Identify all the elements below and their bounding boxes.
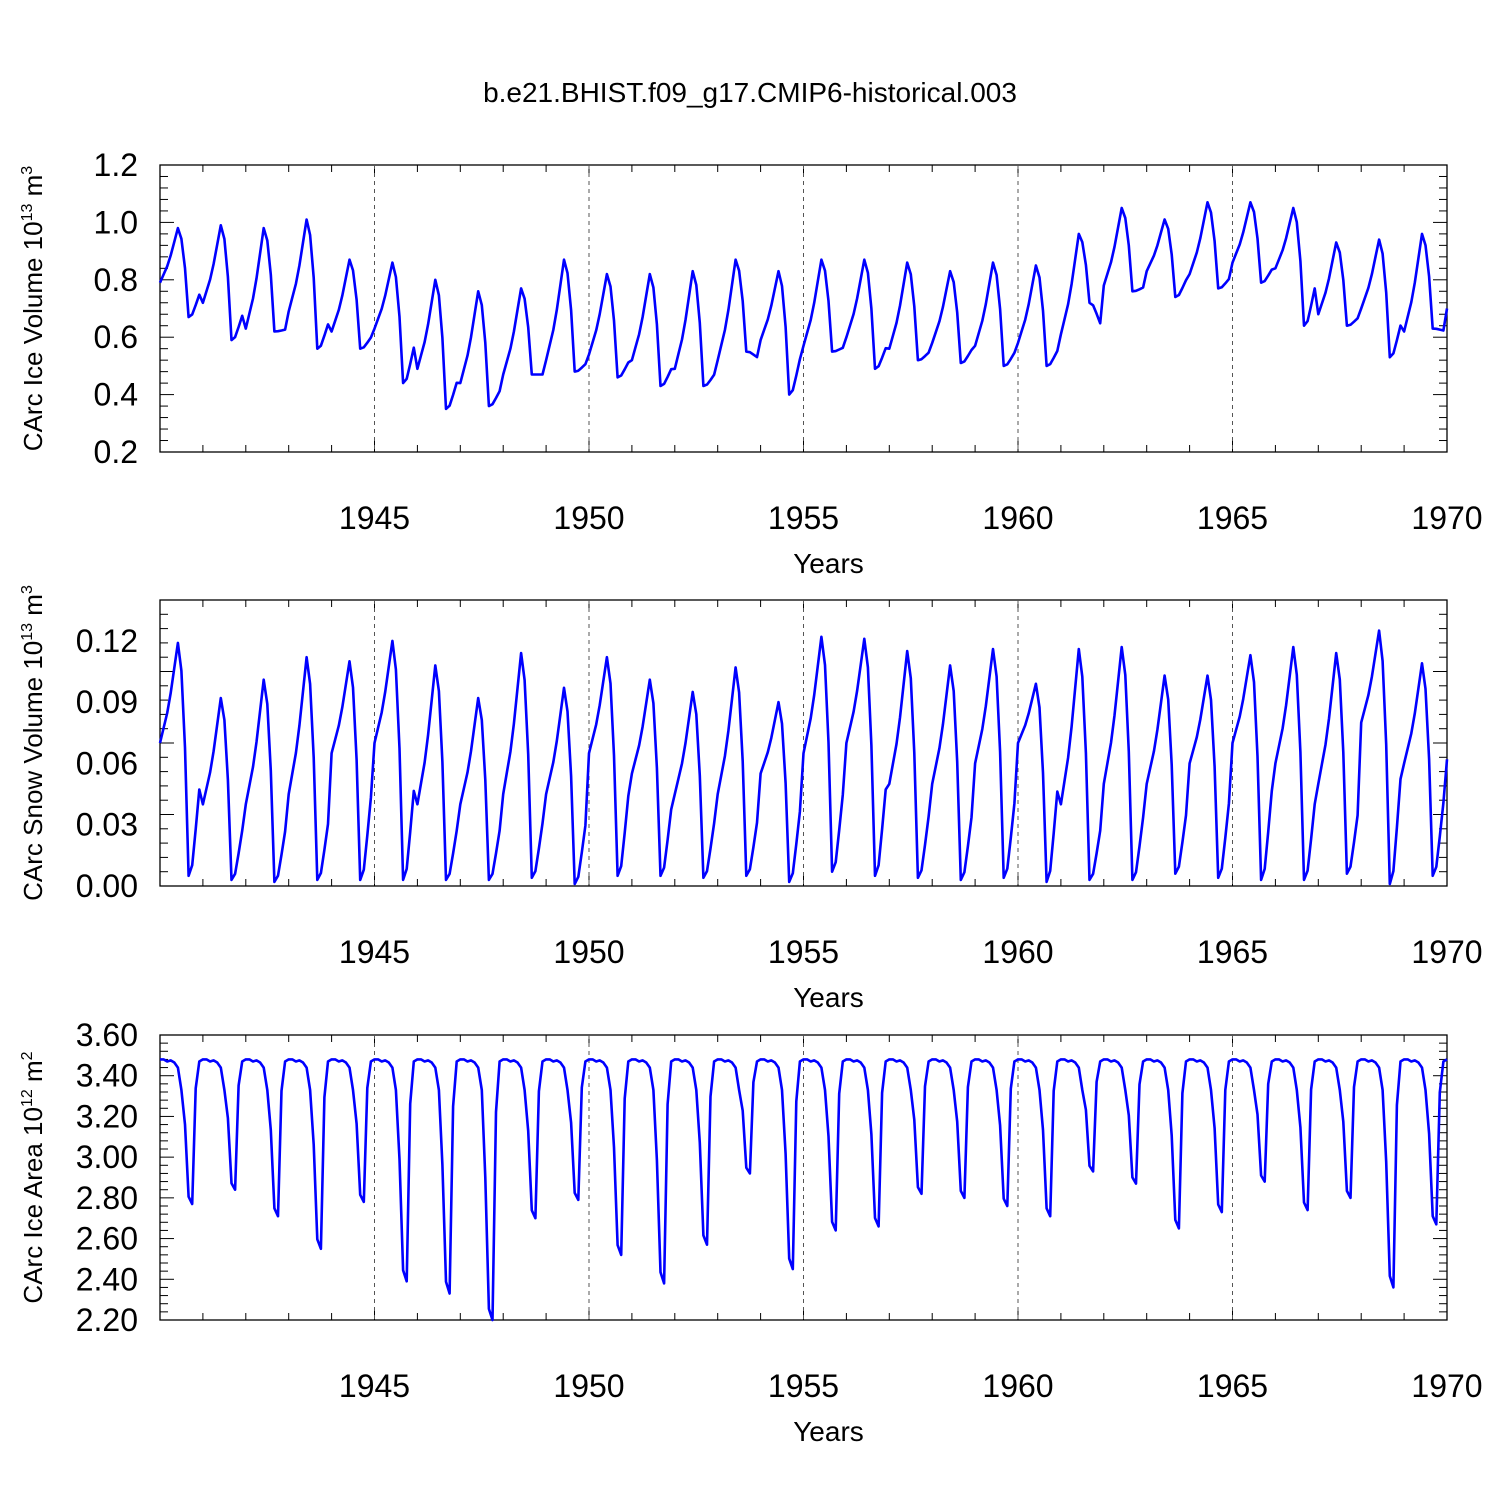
y-tick-label: 3.20 [76, 1098, 138, 1134]
x-tick-label: 1945 [339, 500, 410, 536]
ice-area-panel: 1945 1950 1955 1960 1965 1970 2.20 2.40 2.60 2.80… [18, 1017, 1483, 1447]
x-tick-label: 1970 [1411, 500, 1482, 536]
y-axis-label-unit-exponent: 2 [19, 1051, 36, 1060]
y-tick-label: 0.4 [94, 377, 138, 413]
y-axis-label: CArc Snow Volume 1013 m3 [18, 585, 48, 901]
ice-area-series-line [160, 1058, 1448, 1322]
x-tick-label: 1950 [553, 934, 624, 970]
x-tick-label: 1965 [1197, 1368, 1268, 1404]
y-tick-label: 0.03 [76, 807, 138, 843]
figure-title: b.e21.BHIST.f09_g17.CMIP6-historical.003 [483, 77, 1017, 108]
x-axis-label: Years [793, 982, 864, 1013]
x-tick-label: 1955 [768, 500, 839, 536]
ice-volume-panel: 1945 1950 1955 1960 1965 1970 0.2 0.4 0.6 0.8 1.0 1… [18, 147, 1483, 579]
y-tick-label: 0.06 [76, 745, 138, 781]
x-tick-label: 1955 [768, 1368, 839, 1404]
y-tick-label: 0.12 [76, 623, 138, 659]
snow-volume-series-line [158, 629, 1449, 886]
y-axis-label-unit: m [18, 594, 48, 623]
y-tick-label: 0.6 [94, 319, 138, 355]
x-tick-label: 1965 [1197, 934, 1268, 970]
y-tick-label: 2.40 [76, 1261, 138, 1297]
x-tick-label: 1970 [1411, 1368, 1482, 1404]
y-tick-label: 1.2 [94, 147, 138, 183]
snow-volume-panel: 1945 1950 1955 1960 1965 1970 0.00 0.03 0.06 0.09… [18, 585, 1483, 1013]
x-axis-label: Years [793, 1416, 864, 1447]
y-axis-label-unit-exponent: 3 [19, 585, 36, 594]
x-tick-label: 1970 [1411, 934, 1482, 970]
y-axis-label: CArc Ice Area 1012 m2 [18, 1051, 48, 1303]
y-axis-label-exponent: 13 [19, 204, 36, 222]
x-tick-label: 1965 [1197, 500, 1268, 536]
y-axis-label-exponent: 13 [19, 623, 36, 641]
x-tick-label: 1945 [339, 1368, 410, 1404]
x-axis-label: Years [793, 548, 864, 579]
y-tick-label: 0.00 [76, 868, 138, 904]
x-tick-label: 1960 [982, 500, 1053, 536]
x-tick-label: 1955 [768, 934, 839, 970]
y-tick-label: 3.00 [76, 1139, 138, 1175]
y-axis-label-unit-exponent: 3 [19, 166, 36, 175]
y-axis-label-main: CArc Ice Volume 10 [18, 221, 48, 451]
y-axis-label-unit: m [18, 1060, 48, 1089]
x-tick-label: 1950 [553, 500, 624, 536]
y-tick-label: 1.0 [94, 204, 138, 240]
y-axis-label-main: CArc Ice Area 10 [18, 1107, 48, 1304]
x-tick-label: 1960 [982, 1368, 1053, 1404]
x-tick-label: 1960 [982, 934, 1053, 970]
y-tick-label: 3.60 [76, 1017, 138, 1053]
x-tick-label: 1950 [553, 1368, 624, 1404]
y-tick-label: 0.8 [94, 262, 138, 298]
y-tick-label: 0.09 [76, 684, 138, 720]
y-tick-label: 0.2 [94, 434, 138, 470]
y-tick-label: 3.40 [76, 1058, 138, 1094]
y-tick-label: 2.80 [76, 1180, 138, 1216]
ice-volume-series-line [158, 201, 1449, 411]
y-axis-label: CArc Ice Volume 1013 m3 [18, 166, 48, 451]
y-tick-label: 2.20 [76, 1302, 138, 1338]
y-axis-label-unit: m [18, 175, 48, 204]
x-tick-label: 1945 [339, 934, 410, 970]
y-tick-label: 2.60 [76, 1221, 138, 1257]
y-axis-label-exponent: 12 [19, 1089, 36, 1107]
y-axis-label-main: CArc Snow Volume 10 [18, 641, 48, 901]
